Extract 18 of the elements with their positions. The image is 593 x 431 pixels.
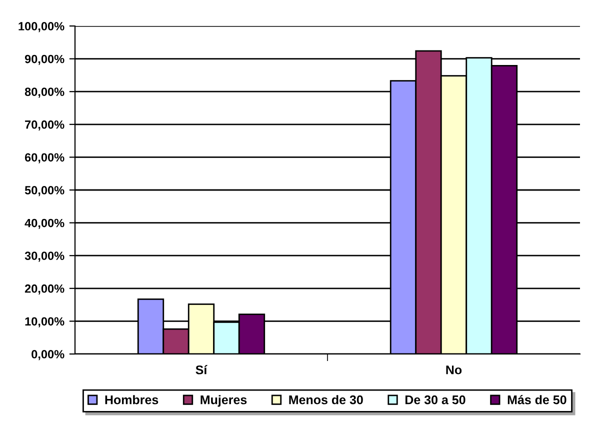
y-tick-label: 40,00% bbox=[24, 218, 64, 229]
legend-label: De 30 a 50 bbox=[405, 395, 466, 404]
x-tick-label: Sí bbox=[196, 365, 208, 374]
y-tick-label: 30,00% bbox=[24, 252, 64, 262]
legend-label: Menos de 30 bbox=[289, 395, 363, 404]
y-tick-label: 70,00% bbox=[25, 120, 64, 131]
y-tick-label: 10,00% bbox=[25, 317, 64, 328]
legend-label: Mujeres bbox=[200, 395, 247, 407]
y-tick-label: 90,00% bbox=[24, 54, 64, 65]
y-tick-label: 20,00% bbox=[24, 284, 64, 295]
x-tick-label: No bbox=[446, 366, 462, 374]
y-tick-label: 50,00% bbox=[24, 186, 64, 196]
legend-label: Más de 50 bbox=[508, 394, 566, 404]
y-tick-label: 100,00% bbox=[18, 22, 64, 32]
y-tick-label: 60,00% bbox=[24, 153, 64, 164]
y-tick-label: 80,00% bbox=[24, 88, 64, 98]
y-tick-label: 0,00% bbox=[32, 350, 64, 360]
legend-label: Hombres bbox=[105, 395, 158, 404]
